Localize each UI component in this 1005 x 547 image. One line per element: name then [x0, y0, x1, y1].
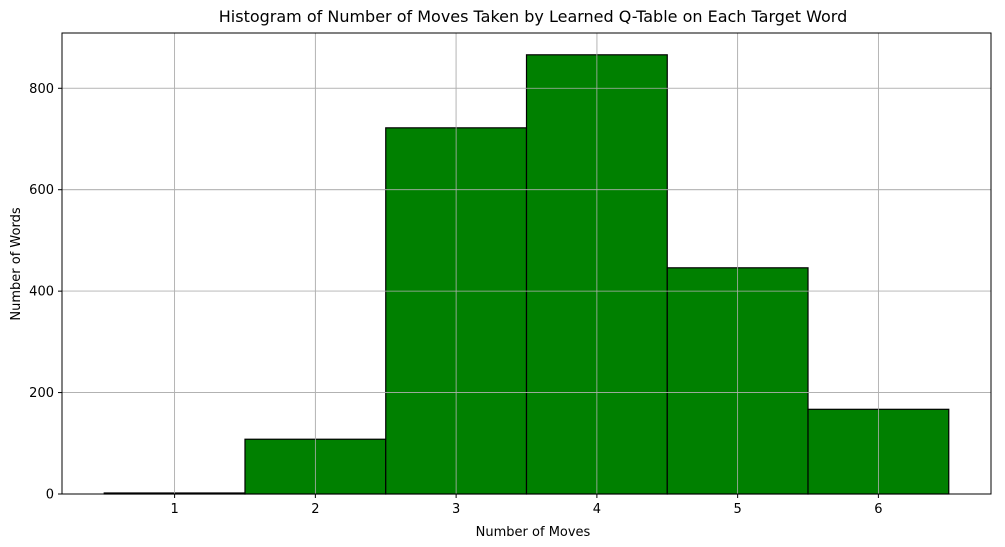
- x-tick-label-3: 3: [452, 502, 460, 517]
- bars: [62, 33, 991, 495]
- y-tick-label-400: 400: [29, 285, 54, 300]
- plot-frame: [61, 32, 992, 495]
- x-tick-label-5: 5: [733, 502, 741, 517]
- x-ticks: 1 2 3 4 5 6: [170, 494, 883, 517]
- x-axis-label: Number of Moves: [476, 525, 591, 540]
- chart-title: Histogram of Number of Moves Taken by Le…: [219, 7, 847, 26]
- axes: [61, 32, 992, 495]
- x-tick-label-1: 1: [170, 502, 178, 517]
- y-tick-label-200: 200: [29, 386, 54, 401]
- y-tick-label-600: 600: [29, 183, 54, 198]
- x-tick-label-6: 6: [874, 502, 882, 517]
- x-tick-label-4: 4: [593, 502, 601, 517]
- y-tick-label-800: 800: [29, 82, 54, 97]
- x-tick-label-2: 2: [311, 502, 319, 517]
- y-axis-label: Number of Words: [9, 207, 24, 320]
- y-ticks: 0 200 400 600 800: [29, 82, 62, 503]
- y-tick-label-0: 0: [46, 488, 54, 503]
